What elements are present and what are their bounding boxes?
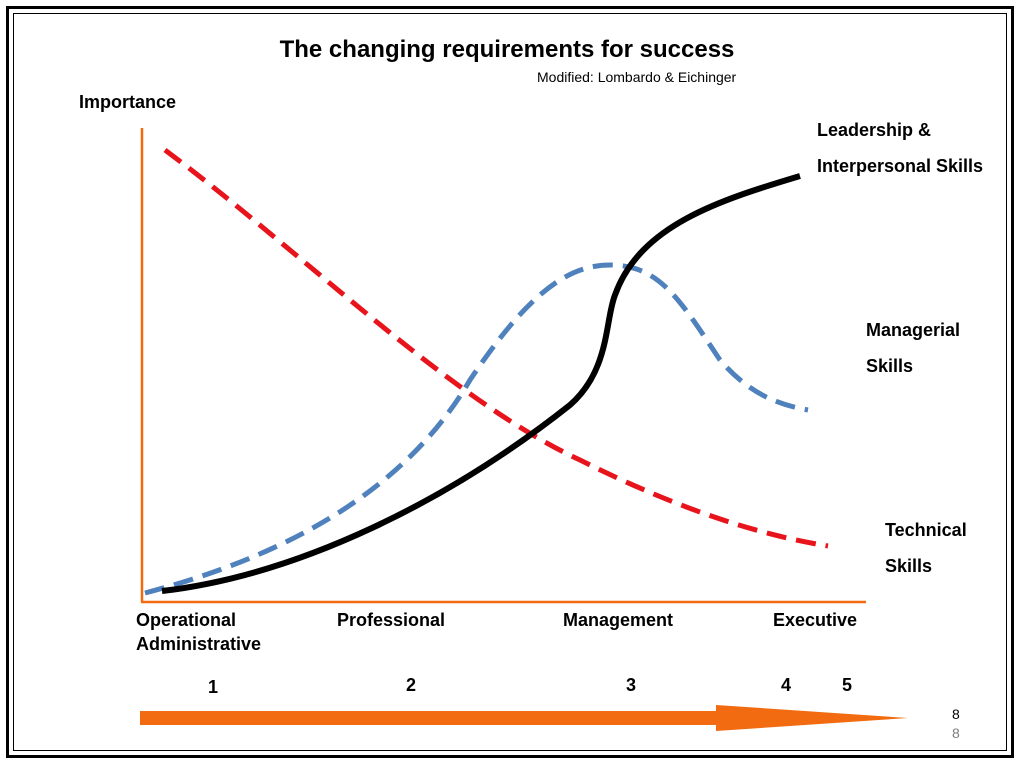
progression-arrow-shaft	[140, 711, 730, 725]
page-number-repeat: 8	[952, 725, 960, 741]
level-3: 3	[626, 675, 637, 695]
managerial-skills-curve	[144, 262, 809, 596]
managerial-label-line2: Skills	[866, 356, 914, 376]
level-4: 4	[781, 675, 792, 695]
technical-skills-curve	[163, 147, 829, 549]
y-axis-label: Importance	[79, 92, 177, 112]
managerial-label: Managerial Skills	[866, 312, 960, 384]
slide-title: The changing requirements for success	[279, 36, 735, 63]
technical-label-line1: Technical	[885, 520, 967, 540]
technical-label: Technical Skills	[885, 512, 967, 584]
technical-label-line2: Skills	[885, 556, 933, 576]
leadership-label-line2: Interpersonal Skills	[817, 156, 984, 176]
leadership-label: Leadership & Interpersonal Skills	[817, 112, 983, 184]
category-operational: Operational Administrative	[136, 608, 261, 656]
managerial-label-line1: Managerial	[866, 320, 961, 340]
category-professional: Professional	[337, 610, 446, 630]
level-5: 5	[842, 675, 853, 695]
slide-subtitle: Modified: Lombardo & Eichinger	[537, 69, 737, 85]
category-operational-line2: Administrative	[136, 634, 262, 654]
category-operational-line1: Operational	[136, 610, 237, 630]
page-number: 8	[952, 706, 960, 722]
leadership-skills-curve	[161, 173, 801, 594]
inner-frame	[13, 13, 1007, 751]
level-2: 2	[406, 675, 417, 695]
level-1: 1	[208, 677, 219, 697]
category-management: Management	[563, 610, 674, 630]
leadership-label-line1: Leadership &	[817, 120, 932, 140]
outer-frame	[6, 6, 1014, 758]
category-executive: Executive	[773, 610, 858, 630]
progression-arrowhead	[716, 705, 908, 731]
